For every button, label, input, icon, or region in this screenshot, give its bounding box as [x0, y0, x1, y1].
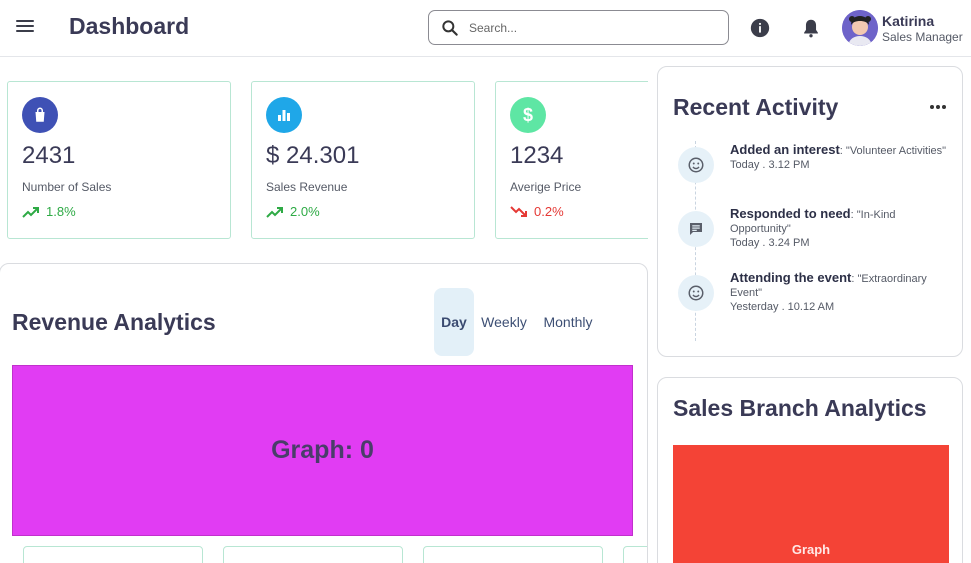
mini-card[interactable] — [423, 546, 603, 563]
revenue-analytics-panel: Revenue Analytics Day Weekly Monthly Gra… — [0, 263, 648, 563]
stat-label: Number of Sales — [22, 180, 112, 194]
activity-subject: "Volunteer Activities" — [845, 145, 947, 157]
activity-item[interactable]: Responded to need: "In-Kind Opportunity"… — [678, 207, 958, 271]
avatar[interactable] — [842, 10, 878, 46]
activity-time: Yesterday . 10.12 AM — [730, 301, 835, 313]
stat-card-price[interactable]: $ 1234 Averige Price 0.2% — [495, 81, 648, 239]
dollar-icon: $ — [510, 97, 546, 133]
stat-trend: 0.2% — [510, 204, 564, 219]
top-header: Dashboard Katirina Sales Manager — [0, 0, 971, 57]
branch-title: Sales Branch Analytics — [673, 395, 927, 421]
sales-branch-panel: Sales Branch Analytics Graph — [657, 377, 963, 563]
mini-card[interactable] — [223, 546, 403, 563]
smiley-icon — [678, 275, 714, 311]
trend-value: 2.0% — [290, 204, 320, 219]
stat-label: Averige Price — [510, 180, 582, 194]
user-avatar-icon — [842, 10, 878, 46]
activity-subject: "In-Kind Opportunity" — [730, 209, 896, 235]
activity-time: Today . 3.24 PM — [730, 237, 810, 249]
mini-card[interactable] — [623, 546, 647, 563]
activity-action: Attending the event — [730, 270, 852, 285]
info-icon[interactable] — [749, 17, 771, 39]
trending-up-icon — [266, 206, 283, 218]
search-icon — [442, 20, 458, 36]
activity-action: Added an interest — [730, 142, 840, 157]
branch-graph-label: Graph — [791, 542, 831, 557]
tab-day[interactable]: Day — [434, 288, 474, 356]
trend-value: 0.2% — [534, 204, 564, 219]
more-options-icon[interactable] — [930, 105, 946, 111]
activity-item[interactable]: Added an interest: "Volunteer Activities… — [678, 143, 958, 207]
activity-text: Attending the event: "Extraordinary Even… — [730, 271, 950, 314]
revenue-title: Revenue Analytics — [12, 309, 216, 335]
bar-chart-icon — [266, 97, 302, 133]
trending-up-icon — [22, 206, 39, 218]
activity-text: Added an interest: "Volunteer Activities… — [730, 143, 950, 172]
trend-value: 1.8% — [46, 204, 76, 219]
activity-time: Today . 3.12 PM — [730, 159, 810, 171]
activity-subject: "Extraordinary Event" — [730, 273, 927, 299]
activity-item[interactable]: Attending the event: "Extraordinary Even… — [678, 271, 958, 335]
bell-icon[interactable] — [800, 17, 822, 39]
smiley-icon — [678, 147, 714, 183]
branch-graph: Graph — [673, 445, 949, 563]
user-name: Katirina — [882, 13, 935, 29]
shopping-bag-icon — [22, 97, 58, 133]
recent-activity-panel: Recent Activity Added an interest: "Volu… — [657, 66, 963, 357]
search-box[interactable] — [428, 10, 729, 45]
stat-card-revenue[interactable]: $ 24.301 Sales Revenue 2.0% — [251, 81, 475, 239]
stat-trend: 1.8% — [22, 204, 76, 219]
stat-label: Sales Revenue — [266, 180, 348, 194]
activity-text: Responded to need: "In-Kind Opportunity"… — [730, 207, 950, 250]
tab-weekly[interactable]: Weekly — [481, 314, 527, 330]
stat-card-sales[interactable]: 2431 Number of Sales 1.8% — [7, 81, 231, 239]
stat-value: 1234 — [510, 142, 564, 169]
page-title: Dashboard — [69, 13, 190, 39]
activity-action: Responded to need — [730, 206, 851, 221]
search-input[interactable] — [469, 17, 719, 39]
user-role: Sales Manager — [882, 30, 963, 44]
trending-down-icon — [510, 205, 527, 217]
menu-icon[interactable] — [14, 17, 36, 39]
stat-trend: 2.0% — [266, 204, 320, 219]
chat-icon — [678, 211, 714, 247]
stat-cards: 2431 Number of Sales 1.8% $ 24.301 Sales… — [0, 81, 648, 239]
stat-value: $ 24.301 — [266, 142, 360, 169]
activity-title: Recent Activity — [673, 94, 839, 120]
tab-monthly[interactable]: Monthly — [543, 314, 593, 330]
revenue-graph: Graph: 0 — [12, 365, 633, 536]
mini-card[interactable] — [23, 546, 203, 563]
stat-value: 2431 — [22, 142, 76, 169]
